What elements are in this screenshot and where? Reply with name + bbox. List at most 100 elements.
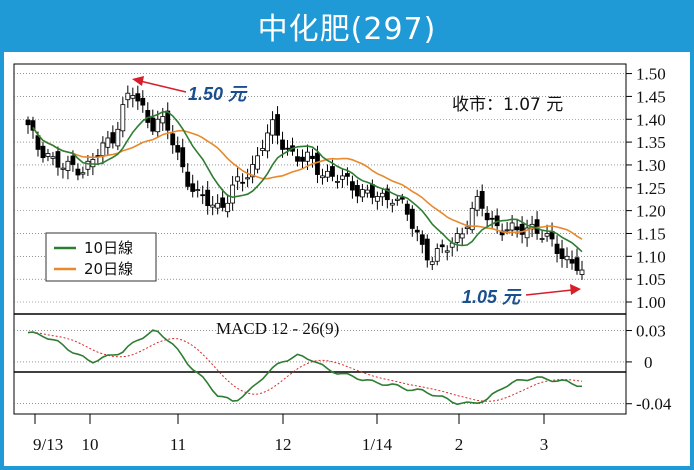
macd-label: MACD 12 - 26(9) xyxy=(216,319,339,338)
candle-body xyxy=(524,227,530,239)
legend: 10日線 20日線 xyxy=(45,232,157,282)
candle-body xyxy=(330,166,335,177)
candle-body xyxy=(315,152,320,175)
candle-body xyxy=(564,255,570,261)
candle-body xyxy=(399,197,405,200)
candle-body xyxy=(190,183,196,192)
candle-body xyxy=(130,95,136,99)
macd-y-axis: 0.03 0 -0.04 xyxy=(14,322,672,414)
candle-body xyxy=(70,155,76,165)
legend-ma10-label: 10日線 xyxy=(84,239,133,257)
candle-body xyxy=(255,155,260,170)
high-arrow xyxy=(139,80,187,93)
candle-body xyxy=(514,226,520,231)
y-tick-label: 1.20 xyxy=(636,202,666,221)
candle-body xyxy=(345,173,350,177)
candle-body xyxy=(374,196,380,202)
candle-body xyxy=(544,233,550,237)
candle-body xyxy=(539,238,545,240)
x-tick-label: 3 xyxy=(540,435,549,454)
candle-body xyxy=(389,202,395,206)
candle-body xyxy=(60,167,66,170)
x-tick-label: 11 xyxy=(170,435,186,454)
macd-line xyxy=(27,329,583,406)
candle-body xyxy=(394,198,400,201)
candle-body xyxy=(270,119,275,136)
candle-body xyxy=(305,151,310,162)
y-tick-label: 1.25 xyxy=(636,179,666,198)
candle-body xyxy=(474,196,480,211)
candle-body xyxy=(200,194,206,197)
candle-body xyxy=(489,217,495,220)
y-tick-label: 1.45 xyxy=(636,87,666,106)
candle-body xyxy=(310,155,315,159)
macd-y-tick-label: 0 xyxy=(644,353,653,372)
candle-body xyxy=(484,212,490,221)
candle-body xyxy=(265,132,270,152)
candle-body xyxy=(30,120,36,131)
y-tick-label: 1.35 xyxy=(636,133,666,152)
candle-body xyxy=(459,233,465,239)
candle-body xyxy=(175,145,181,153)
candlesticks xyxy=(25,85,585,280)
candle-body xyxy=(40,145,46,159)
candle-body xyxy=(210,204,216,208)
candle-body xyxy=(260,148,265,151)
x-tick-label: 2 xyxy=(455,435,464,454)
candle-body xyxy=(335,180,340,183)
candle-body xyxy=(110,132,116,144)
candle-body xyxy=(280,139,285,150)
candle-body xyxy=(65,160,71,171)
candle-body xyxy=(469,207,475,231)
candle-body xyxy=(424,238,430,261)
chart-svg: 1.50 1.45 1.40 1.35 1.30 1.25 1.20 1.15 1.10 1.05… xyxy=(13,63,672,454)
candle-body xyxy=(90,159,96,168)
candle-body xyxy=(364,189,370,194)
macd-panel-frame xyxy=(13,313,627,415)
candle-body xyxy=(165,110,171,131)
low-arrowhead xyxy=(570,284,581,295)
candle-body xyxy=(250,164,255,178)
candle-body xyxy=(419,234,425,245)
candle-body xyxy=(135,93,141,102)
low-arrow xyxy=(525,289,573,296)
candle-body xyxy=(509,222,515,231)
candle-body xyxy=(559,248,565,259)
candle-body xyxy=(355,185,360,197)
candle-body xyxy=(454,233,460,243)
candle-body xyxy=(155,118,161,133)
candle-body xyxy=(75,168,81,176)
candle-body xyxy=(25,119,31,126)
candle-body xyxy=(504,229,510,232)
candle-body xyxy=(534,219,540,234)
legend-ma20-label: 20日線 xyxy=(84,260,133,278)
y-tick-label: 1.00 xyxy=(636,293,666,312)
macd-y-tick-label: 0.03 xyxy=(636,322,666,341)
candle-body xyxy=(300,156,305,162)
y-tick-label: 1.30 xyxy=(636,156,666,175)
candle-body xyxy=(404,203,410,215)
candle-body xyxy=(150,117,156,132)
y-tick-label: 1.40 xyxy=(636,110,666,129)
candle-body xyxy=(384,188,390,201)
candle-body xyxy=(350,181,355,191)
candle-body xyxy=(579,269,585,275)
candle-body xyxy=(100,142,106,156)
ma10-line xyxy=(32,110,583,253)
candle-body xyxy=(369,184,375,198)
candle-body xyxy=(295,156,300,162)
candle-body xyxy=(429,261,435,265)
candle-body xyxy=(519,223,525,235)
candle-body xyxy=(569,259,575,264)
candle-body xyxy=(35,135,41,150)
chart-title: 中化肥(297) xyxy=(257,12,437,47)
macd-signal-line xyxy=(27,331,583,402)
y-tick-label: 1.10 xyxy=(636,247,666,266)
candle-body xyxy=(479,190,485,209)
candle-body xyxy=(240,181,246,184)
candle-body xyxy=(554,243,560,254)
candle-body xyxy=(85,160,91,170)
close-price-label: 收市：1.07 元 xyxy=(452,95,563,115)
x-tick-label: 9/13 xyxy=(33,435,63,454)
